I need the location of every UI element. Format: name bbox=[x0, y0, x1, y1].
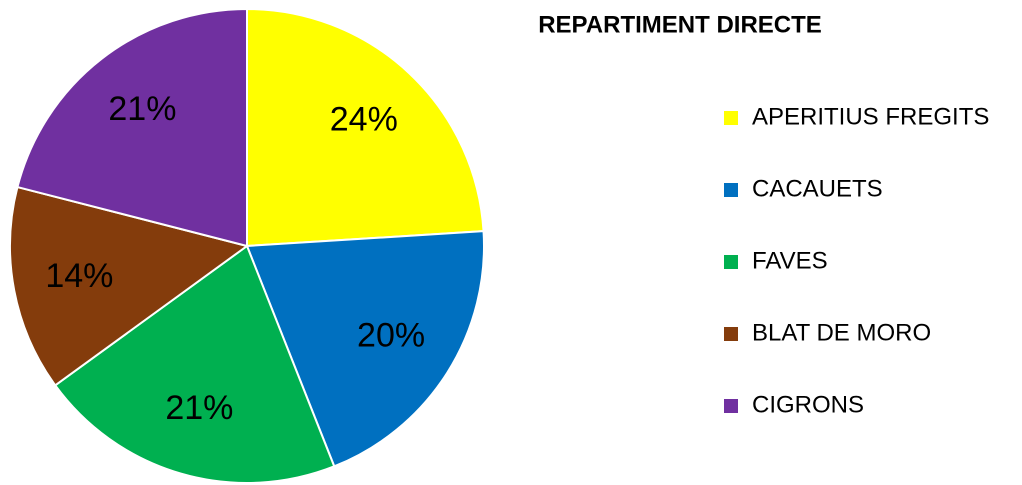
data-label: 14% bbox=[45, 257, 113, 295]
data-label: 21% bbox=[165, 389, 233, 427]
data-label: 24% bbox=[330, 101, 398, 139]
legend-label: FAVES bbox=[752, 247, 828, 274]
legend-label: CACAUETS bbox=[752, 175, 883, 202]
chart-title: REPARTIMENT DIRECTE bbox=[538, 11, 822, 38]
legend-swatch bbox=[724, 255, 738, 269]
pie-slice bbox=[53, 244, 336, 484]
legend-swatch bbox=[724, 327, 738, 341]
legend-swatch bbox=[724, 399, 738, 413]
pie-slice bbox=[246, 7, 485, 248]
legend-swatch bbox=[724, 111, 738, 125]
legend-label: BLAT DE MORO bbox=[752, 319, 931, 346]
legend-swatch bbox=[724, 183, 738, 197]
pie-slice bbox=[9, 185, 250, 387]
legend-label: CIGRONS bbox=[752, 391, 864, 418]
pie-slice bbox=[16, 7, 248, 248]
data-label: 21% bbox=[108, 90, 176, 128]
pie-slice bbox=[245, 230, 485, 468]
legend-label: APERITIUS FREGITS bbox=[752, 103, 989, 130]
data-label: 20% bbox=[357, 316, 425, 354]
